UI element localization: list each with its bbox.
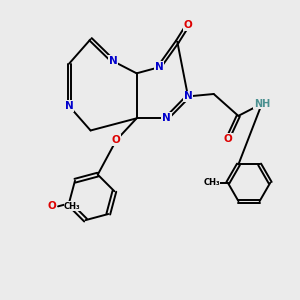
Text: N: N (109, 56, 117, 66)
Text: O: O (223, 134, 232, 144)
Text: N: N (162, 113, 171, 123)
Text: O: O (112, 135, 121, 145)
Text: N: N (184, 92, 192, 101)
Text: CH₃: CH₃ (64, 202, 81, 211)
Text: N: N (155, 62, 164, 72)
Text: O: O (48, 201, 57, 212)
Text: CH₃: CH₃ (203, 178, 220, 187)
Text: NH: NH (254, 99, 270, 109)
Text: N: N (65, 101, 74, 111)
Text: O: O (184, 20, 192, 30)
